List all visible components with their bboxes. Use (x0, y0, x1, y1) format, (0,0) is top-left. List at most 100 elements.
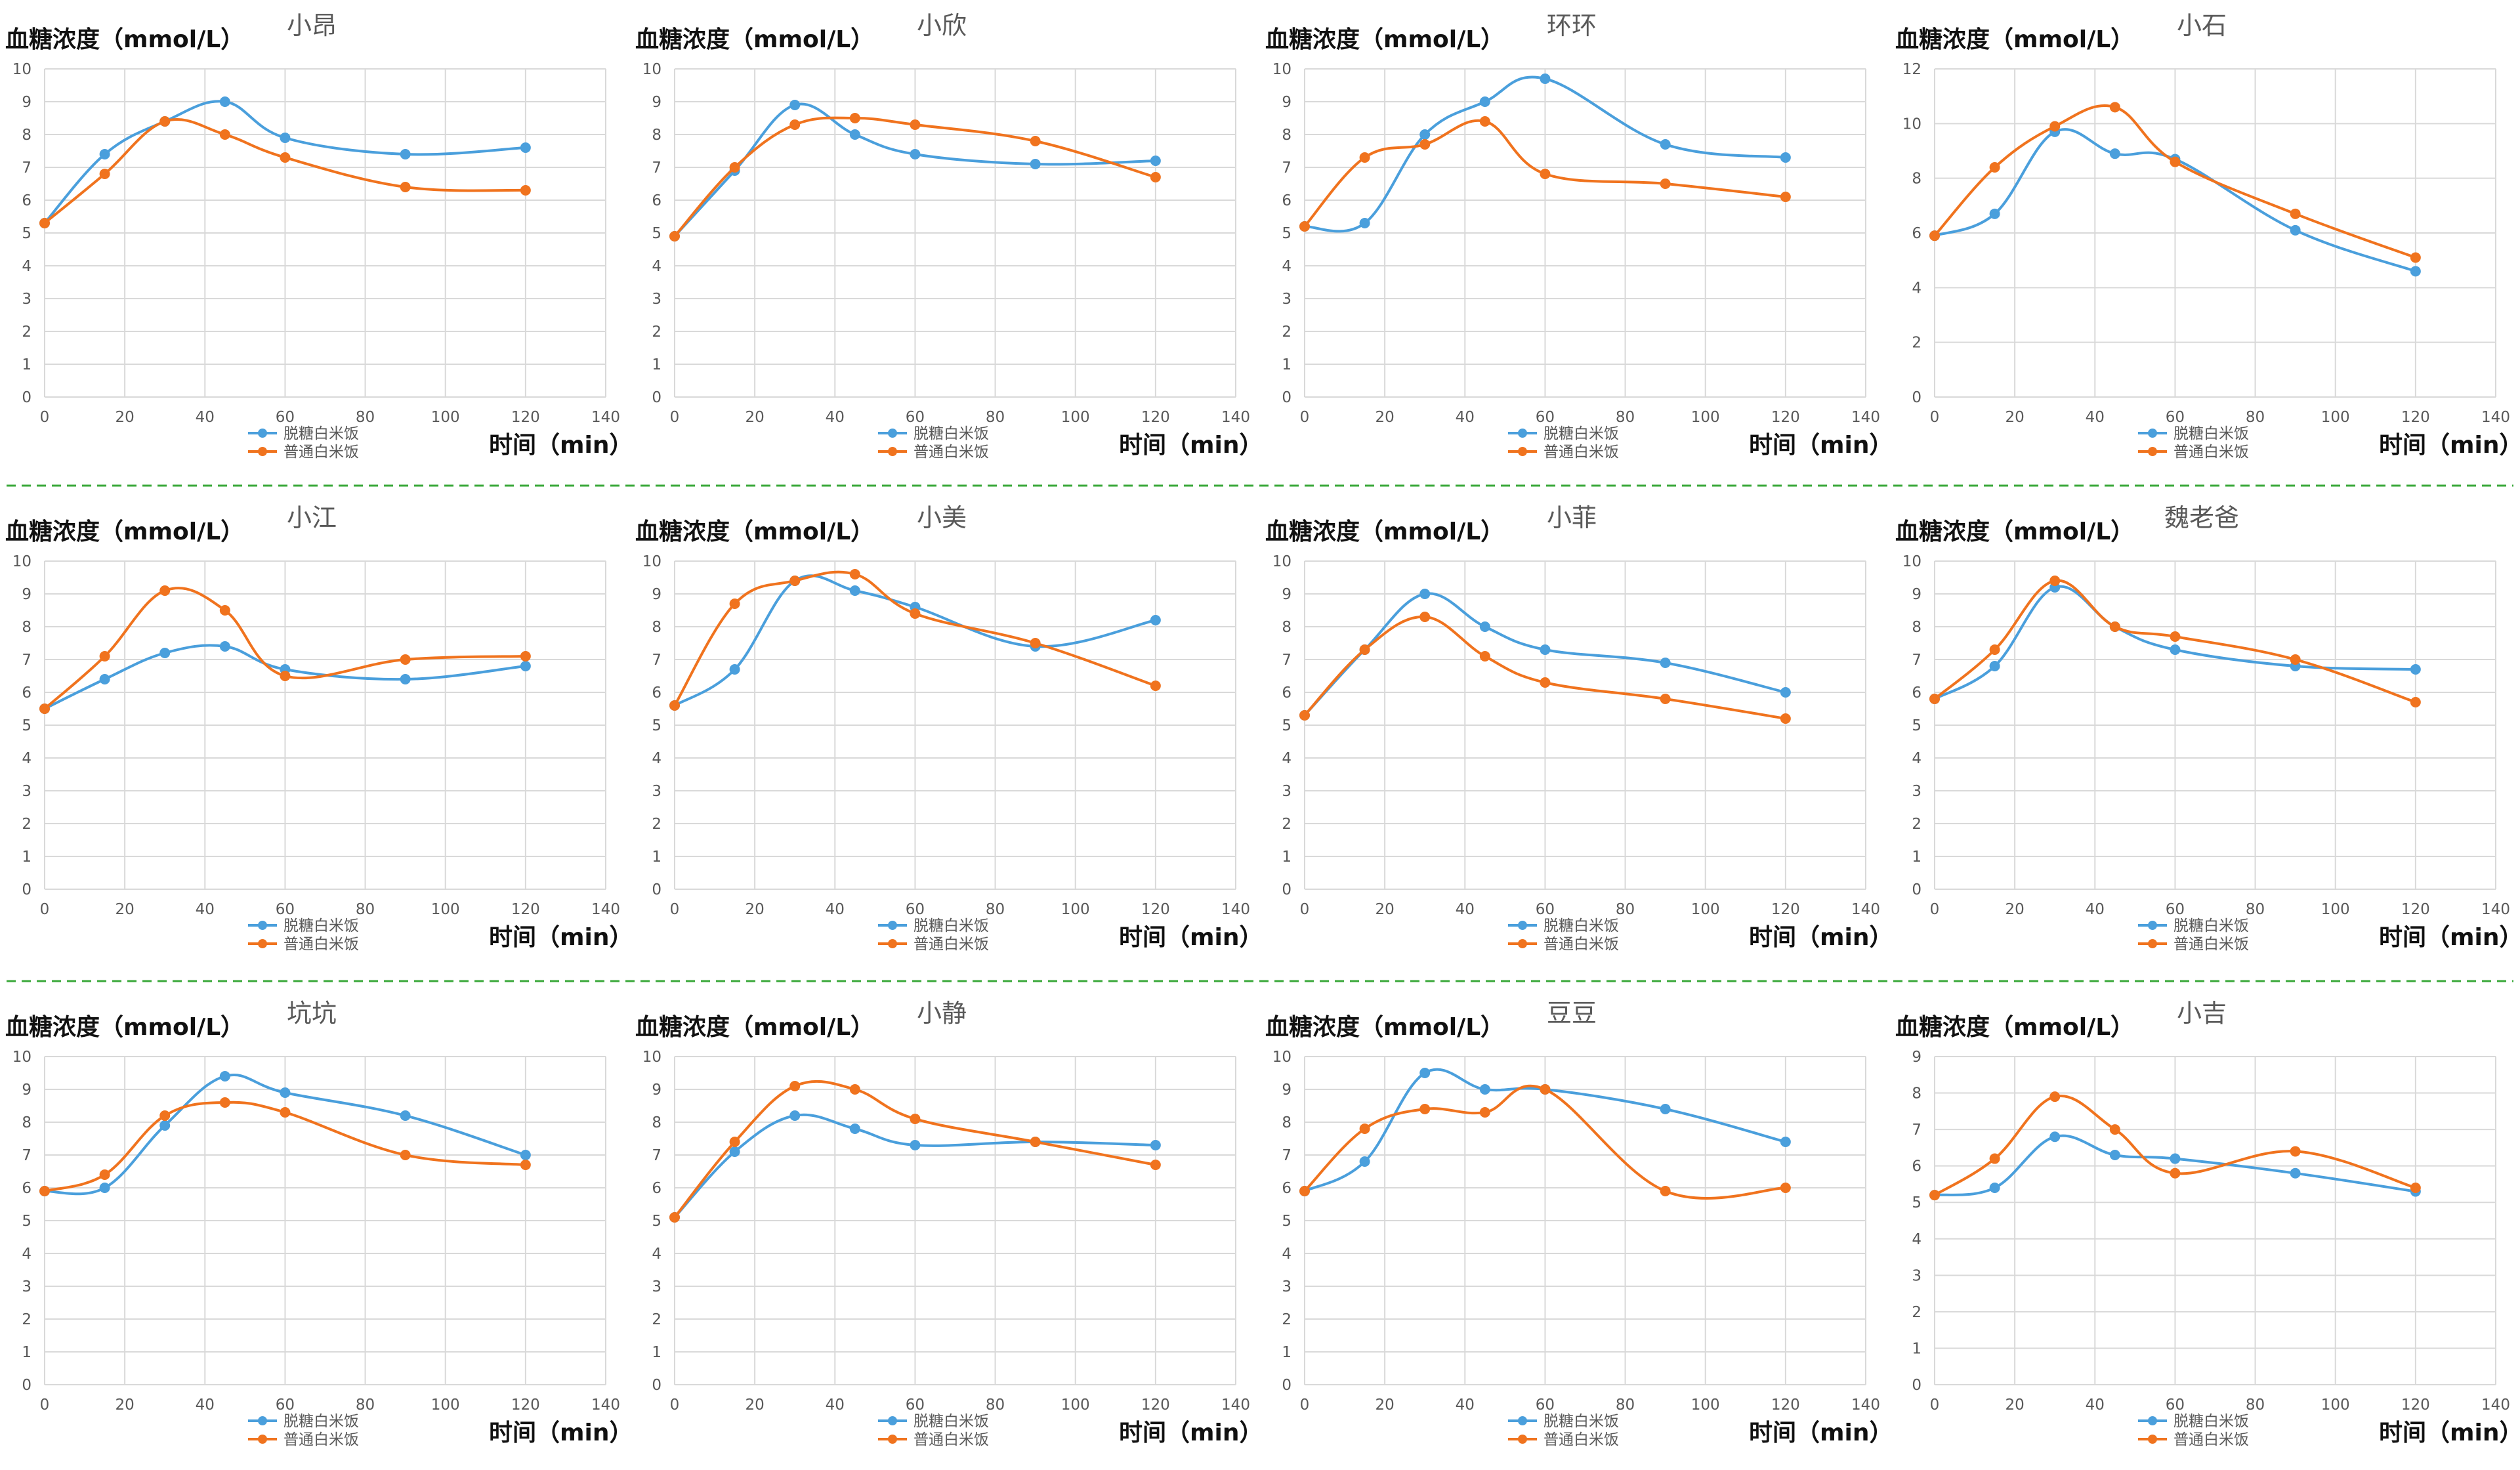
data-point-sugarfree (849, 129, 860, 140)
data-point-sugarfree (520, 142, 531, 153)
data-point-regular (1299, 710, 1310, 721)
data-point-regular (2049, 1091, 2061, 1102)
y-tick-label: 0 (1912, 389, 1922, 406)
legend-label-sugarfree: 脱糖白米饭 (1544, 1413, 1619, 1430)
data-point-regular (1299, 221, 1310, 232)
y-tick-label: 5 (652, 225, 662, 242)
data-point-regular (520, 651, 531, 662)
y-tick-label: 7 (652, 159, 662, 177)
y-tick-label: 1 (652, 356, 662, 373)
y-tick-label: 8 (1282, 127, 1292, 144)
x-tick-label: 100 (1061, 1396, 1090, 1414)
x-tick-label: 100 (2321, 1396, 2350, 1414)
x-tick-label: 20 (746, 901, 765, 918)
y-axis-label: 血糖浓度（mmol/L） (1895, 1014, 2134, 1041)
y-tick-label: 0 (652, 881, 662, 898)
x-tick-label: 0 (40, 409, 50, 426)
y-axis-label: 血糖浓度（mmol/L） (635, 26, 874, 53)
x-tick-label: 140 (1851, 901, 1880, 918)
data-point-regular (2049, 576, 2061, 586)
data-point-regular (1030, 1137, 1041, 1147)
x-tick-label: 100 (1061, 409, 1090, 426)
data-point-sugarfree (400, 149, 411, 159)
data-point-regular (849, 569, 860, 579)
data-point-regular (729, 1137, 740, 1147)
data-point-sugarfree (1479, 1084, 1490, 1095)
y-tick-label: 0 (652, 389, 662, 406)
chart-title: 豆豆 (1547, 999, 1597, 1028)
y-tick-label: 10 (642, 553, 662, 570)
data-point-sugarfree (159, 1120, 171, 1131)
x-tick-label: 80 (986, 1396, 1005, 1414)
y-tick-label: 10 (642, 61, 662, 78)
x-axis-label: 时间（min） (1119, 1419, 1263, 1446)
x-tick-label: 80 (2246, 901, 2265, 918)
data-point-regular (99, 651, 110, 662)
x-tick-label: 60 (276, 1396, 295, 1414)
y-tick-label: 1 (1282, 849, 1292, 866)
y-tick-label: 5 (1912, 1194, 1922, 1211)
data-point-sugarfree (520, 1150, 531, 1160)
data-point-regular (2290, 208, 2301, 219)
y-tick-label: 9 (1912, 1049, 1922, 1066)
data-point-sugarfree (219, 641, 230, 652)
x-tick-label: 40 (2086, 409, 2105, 426)
y-tick-label: 4 (22, 750, 32, 767)
data-point-regular (1929, 694, 1940, 704)
y-tick-label: 5 (652, 1213, 662, 1230)
data-point-regular (2290, 654, 2301, 665)
legend-marker-sugarfree (258, 921, 267, 930)
x-tick-label: 60 (2166, 901, 2185, 918)
y-tick-label: 2 (652, 816, 662, 833)
legend-label-sugarfree: 脱糖白米饭 (2174, 1413, 2249, 1430)
y-tick-label: 5 (652, 717, 662, 734)
data-point-sugarfree (1419, 1068, 1431, 1078)
x-tick-label: 140 (1221, 901, 1250, 918)
legend-marker-sugarfree (888, 921, 897, 930)
data-point-sugarfree (2109, 1150, 2120, 1160)
y-tick-label: 10 (642, 1049, 662, 1066)
data-point-sugarfree (2290, 1167, 2301, 1179)
legend-label-sugarfree: 脱糖白米饭 (914, 1413, 989, 1430)
legend-label-regular: 普通白米饭 (1544, 1431, 1619, 1448)
data-point-regular (789, 576, 801, 586)
x-tick-label: 40 (826, 901, 845, 918)
y-tick-label: 4 (1912, 280, 1922, 297)
x-tick-label: 0 (670, 901, 680, 918)
y-tick-label: 10 (12, 61, 32, 78)
legend-marker-regular (258, 1435, 267, 1444)
y-tick-label: 10 (12, 1049, 32, 1066)
y-tick-label: 5 (22, 1213, 32, 1230)
x-axis-label: 时间（min） (1119, 924, 1263, 951)
data-point-regular (1929, 1190, 1940, 1201)
data-point-sugarfree (1150, 1140, 1161, 1150)
data-point-regular (1150, 172, 1161, 182)
x-axis-label: 时间（min） (1749, 1419, 1893, 1446)
y-tick-label: 6 (1912, 684, 1922, 702)
y-tick-label: 3 (1282, 291, 1292, 308)
data-point-sugarfree (789, 100, 801, 110)
x-tick-label: 120 (511, 409, 540, 426)
x-tick-label: 100 (1691, 1396, 1720, 1414)
y-tick-label: 2 (1282, 816, 1292, 833)
y-tick-label: 7 (1282, 652, 1292, 669)
data-point-sugarfree (159, 648, 171, 658)
y-tick-label: 3 (652, 1278, 662, 1295)
x-tick-label: 80 (986, 409, 1005, 426)
x-tick-label: 0 (670, 409, 680, 426)
data-point-sugarfree (1780, 152, 1791, 163)
x-tick-label: 20 (746, 409, 765, 426)
x-tick-label: 100 (1691, 409, 1720, 426)
data-point-regular (159, 1110, 171, 1121)
legend-marker-sugarfree (888, 429, 897, 438)
y-tick-label: 10 (1902, 116, 1922, 133)
data-point-regular (219, 1097, 230, 1108)
data-point-regular (2109, 621, 2120, 632)
legend-marker-sugarfree (1518, 429, 1527, 438)
x-tick-label: 0 (670, 1396, 680, 1414)
y-axis-label: 血糖浓度（mmol/L） (5, 518, 244, 545)
